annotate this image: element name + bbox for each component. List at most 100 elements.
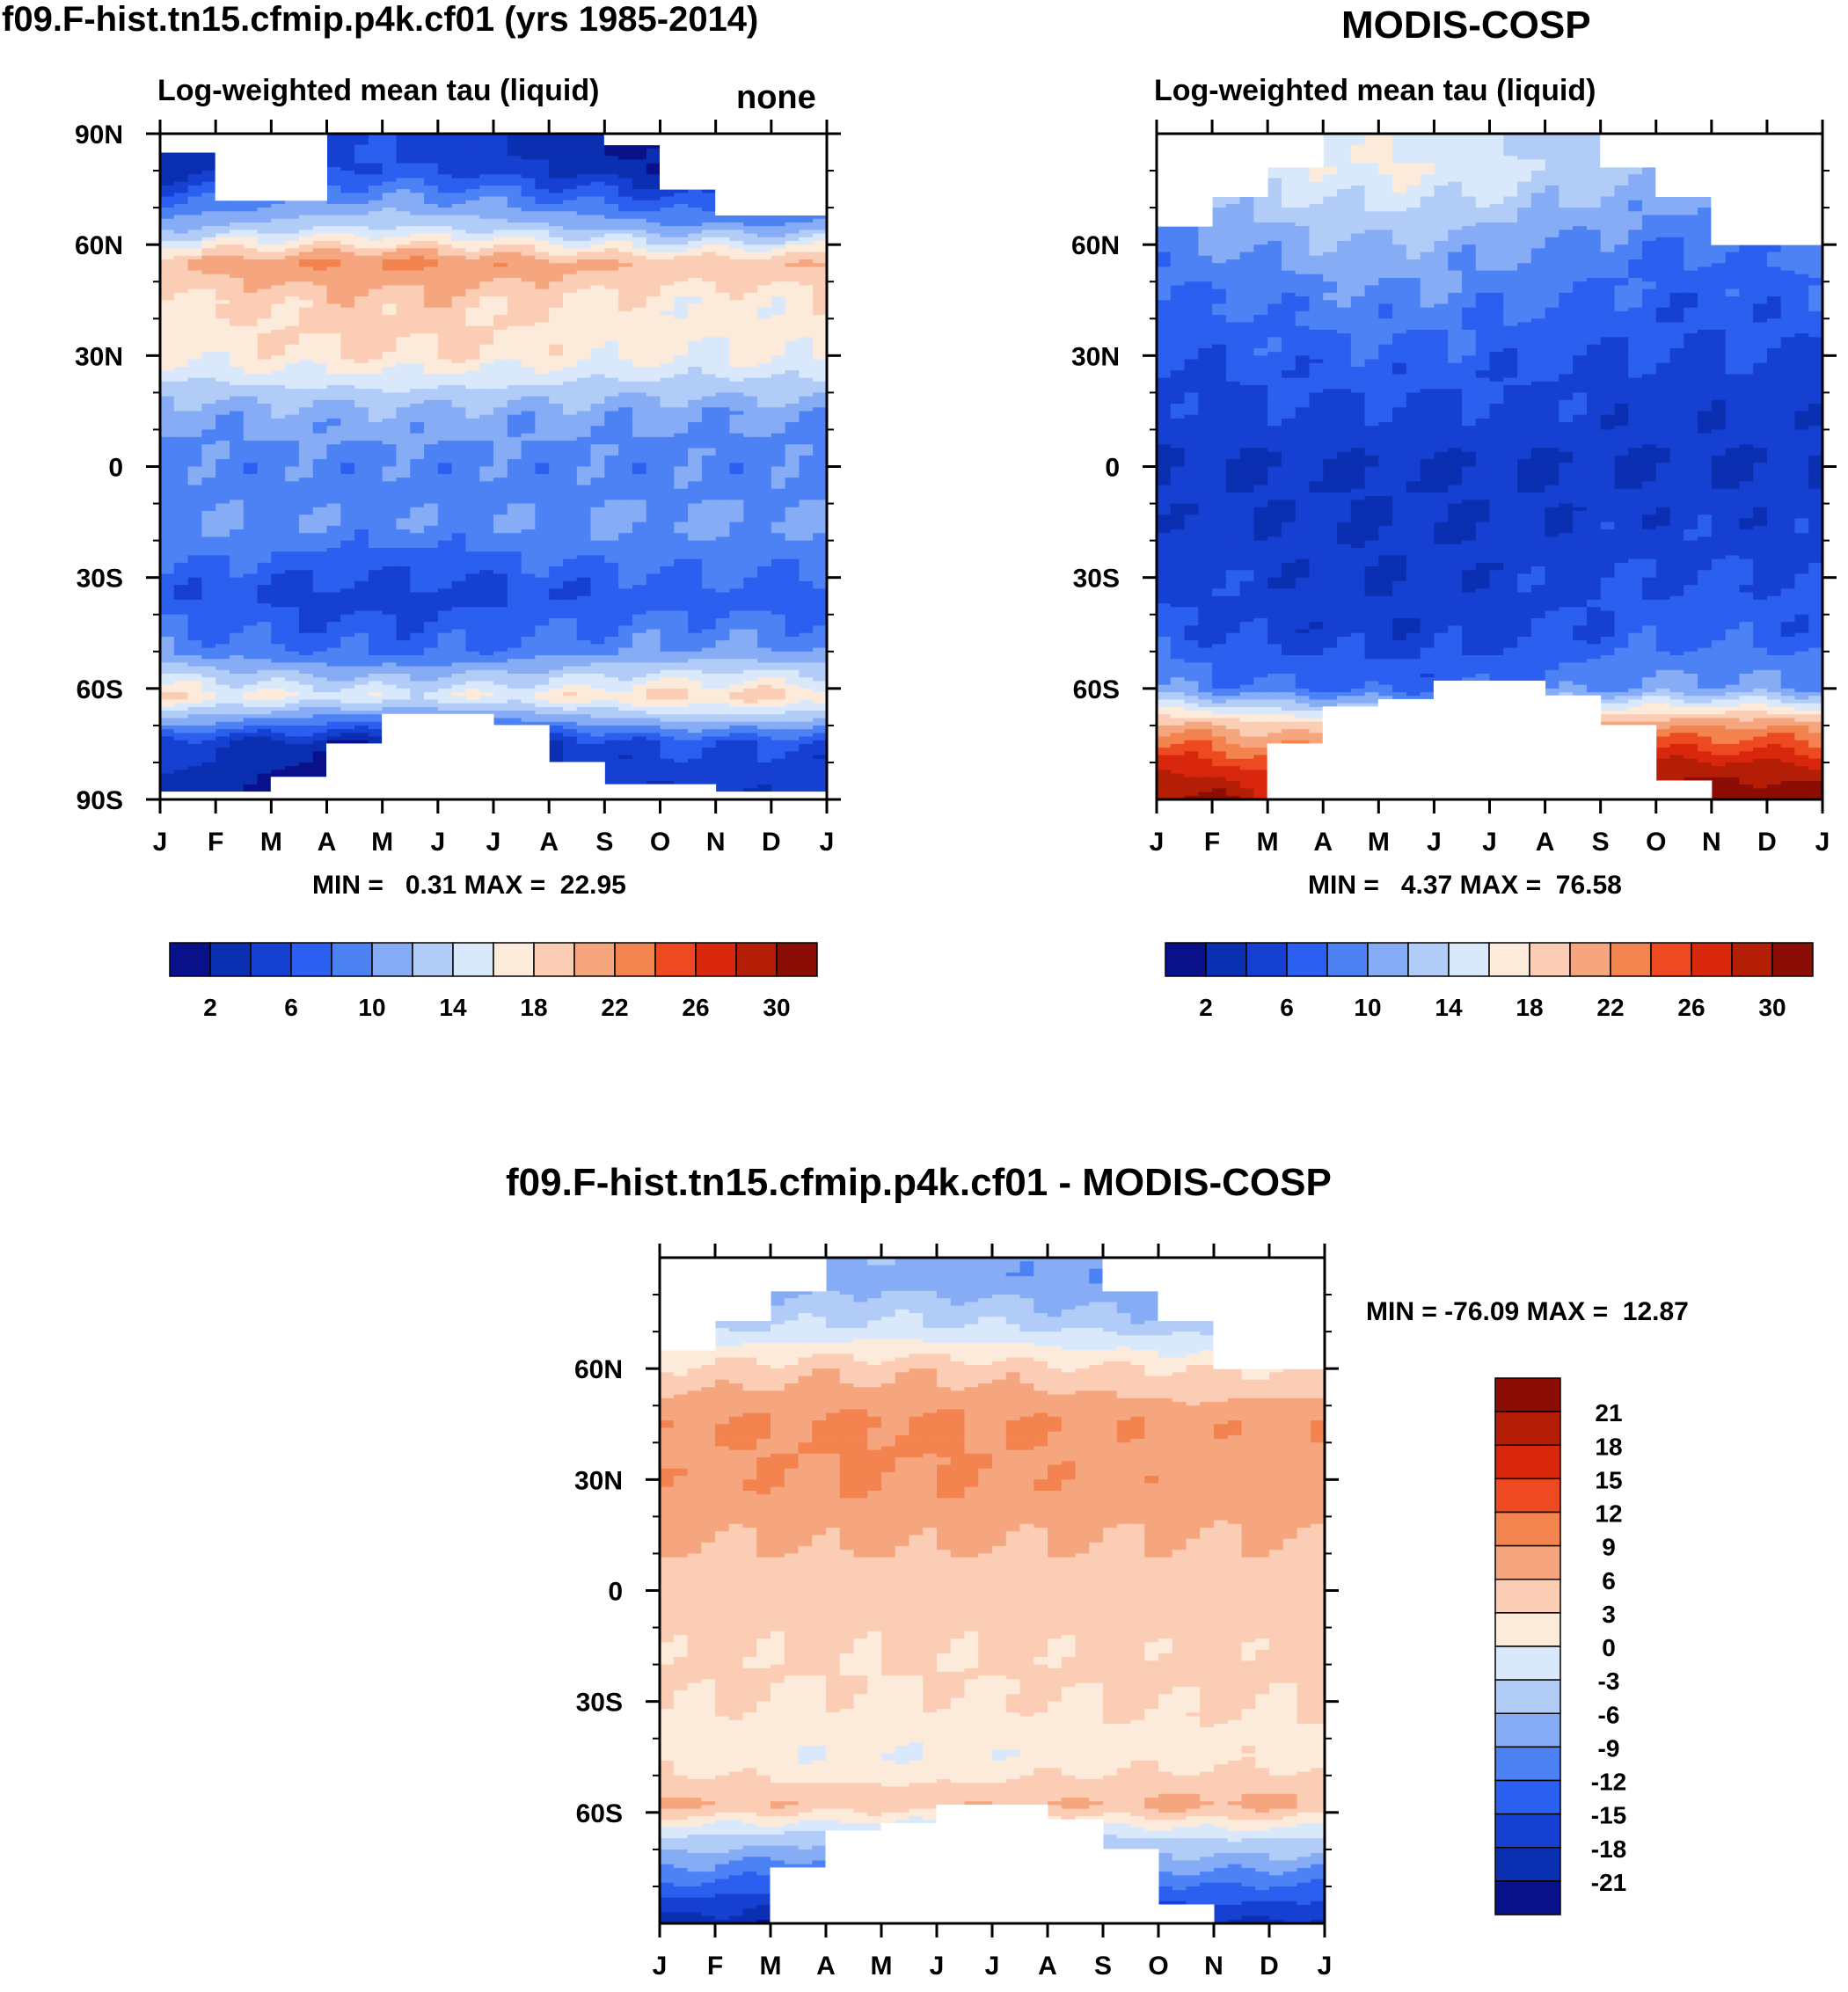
- heatmap-cell: [271, 292, 286, 297]
- heatmap-cell: [173, 488, 189, 493]
- heatmap-cell: [229, 429, 245, 434]
- heatmap-cell: [576, 288, 592, 294]
- heatmap-cell: [160, 436, 175, 441]
- heatmap-cell: [173, 444, 189, 449]
- heatmap-cell: [187, 496, 202, 500]
- heatmap-cell: [229, 366, 245, 371]
- heatmap-cell: [298, 510, 314, 515]
- heatmap-cell: [187, 455, 202, 460]
- heatmap-cell: [535, 370, 550, 375]
- heatmap-cell: [187, 266, 202, 272]
- heatmap-cell: [285, 318, 300, 324]
- heatmap-cell: [285, 407, 300, 412]
- heatmap-cell: [715, 389, 731, 393]
- heatmap-cell: [785, 485, 800, 490]
- heatmap-cell: [437, 211, 453, 216]
- heatmap-cell: [354, 303, 369, 309]
- heatmap-cell: [396, 436, 411, 441]
- heatmap-cell: [646, 303, 661, 309]
- heatmap-cell: [590, 134, 605, 138]
- heatmap-cell: [590, 355, 605, 361]
- heatmap-cell: [368, 411, 383, 416]
- heatmap-cell: [535, 389, 550, 393]
- heatmap-cell: [312, 507, 328, 512]
- heatmap-cell: [799, 307, 814, 312]
- heatmap-cell: [590, 500, 605, 505]
- heatmap-cell: [396, 466, 411, 471]
- heatmap-cell: [646, 352, 661, 356]
- heatmap-cell: [437, 337, 453, 342]
- heatmap-cell: [410, 510, 425, 515]
- heatmap-cell: [562, 404, 578, 408]
- heatmap-cell: [187, 485, 202, 490]
- heatmap-cell: [521, 315, 536, 319]
- heatmap-cell: [729, 381, 744, 386]
- heatmap-cell: [507, 347, 522, 353]
- heatmap-cell: [493, 436, 508, 441]
- heatmap-cell: [340, 266, 355, 272]
- heatmap-cell: [549, 174, 564, 179]
- heatmap-cell: [396, 178, 411, 183]
- heatmap-cell: [674, 422, 689, 427]
- heatmap-cell: [215, 436, 230, 441]
- heatmap-cell: [688, 407, 703, 412]
- heatmap-cell: [285, 218, 300, 223]
- heatmap-cell: [410, 303, 425, 309]
- heatmap-cell: [410, 148, 425, 153]
- heatmap-cell: [229, 359, 245, 364]
- heatmap-cell: [521, 355, 536, 361]
- heatmap-cell: [535, 203, 550, 208]
- heatmap-cell: [187, 362, 202, 368]
- heatmap-cell: [437, 292, 453, 297]
- heatmap-cell: [160, 384, 175, 390]
- heatmap-cell: [493, 500, 508, 505]
- heatmap-cell: [424, 141, 439, 146]
- heatmap-cell: [201, 211, 216, 216]
- heatmap-cell: [368, 300, 383, 305]
- heatmap-cell: [285, 451, 300, 456]
- heatmap-cell: [701, 422, 717, 427]
- heatmap-cell: [229, 292, 245, 297]
- heatmap-cell: [632, 459, 647, 463]
- heatmap-cell: [757, 352, 772, 356]
- heatmap-cell: [424, 507, 439, 512]
- heatmap-cell: [493, 307, 508, 312]
- heatmap-cell: [451, 171, 467, 175]
- panel1-stats: MIN = 0.31 MAX = 22.95: [312, 871, 626, 901]
- heatmap-cell: [576, 189, 592, 193]
- heatmap-cell: [507, 352, 522, 356]
- heatmap-cell: [799, 404, 814, 408]
- heatmap-cell: [465, 389, 480, 393]
- heatmap-cell: [576, 503, 592, 508]
- heatmap-cell: [271, 433, 286, 438]
- heatmap-cell: [201, 433, 216, 438]
- heatmap-cell: [729, 459, 744, 463]
- heatmap-cell: [424, 455, 439, 460]
- heatmap-cell: [576, 211, 592, 216]
- heatmap-cell: [479, 288, 494, 294]
- heatmap-cell: [160, 237, 175, 242]
- heatmap-cell: [437, 185, 453, 190]
- heatmap-cell: [187, 226, 202, 230]
- heatmap-cell: [340, 362, 355, 368]
- heatmap-cell: [271, 252, 286, 257]
- heatmap-cell: [618, 429, 633, 434]
- heatmap-cell: [493, 492, 508, 497]
- heatmap-cell: [674, 196, 689, 201]
- heatmap-cell: [271, 426, 286, 431]
- heatmap-cell: [424, 171, 439, 175]
- heatmap-cell: [298, 333, 314, 338]
- heatmap-cell: [271, 389, 286, 393]
- heatmap-cell: [771, 359, 786, 364]
- heatmap-cell: [173, 481, 189, 486]
- heatmap-cell: [549, 418, 564, 423]
- heatmap-cell: [674, 230, 689, 235]
- heatmap-cell: [451, 352, 467, 356]
- heatmap-cell: [271, 470, 286, 475]
- heatmap-cell: [493, 141, 508, 146]
- heatmap-cell: [340, 252, 355, 257]
- heatmap-cell: [521, 496, 536, 500]
- heatmap-cell: [382, 325, 398, 331]
- heatmap-cell: [298, 414, 314, 420]
- heatmap-cell: [618, 266, 633, 272]
